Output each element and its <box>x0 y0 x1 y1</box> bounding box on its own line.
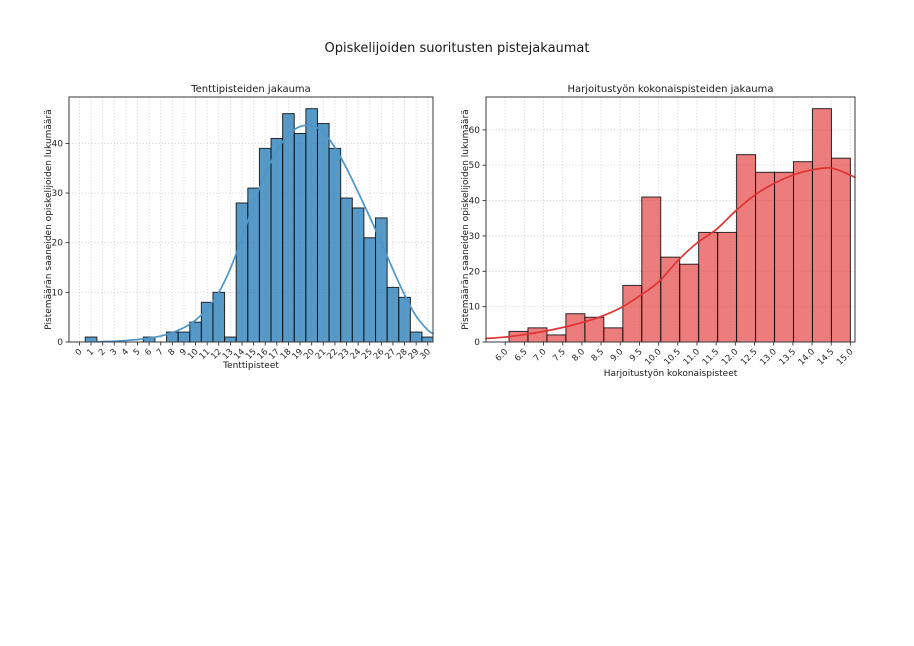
y-tick-label: 10 <box>469 303 481 313</box>
bars-layer <box>508 108 851 343</box>
y-tick-label: 20 <box>469 267 481 277</box>
right-x-axis-label: Harjoitustyön kokonaispisteet <box>603 369 738 379</box>
x-tick-label: 10.5 <box>662 347 682 367</box>
x-tick-label: 9.0 <box>609 347 626 364</box>
x-tick-label: 14.0 <box>797 347 817 367</box>
x-tick-label: 8 <box>167 347 178 358</box>
histogram-bar <box>247 187 260 343</box>
histogram-bar <box>565 313 586 343</box>
kde-curve <box>485 166 856 340</box>
x-tick-label: 12.5 <box>739 347 759 367</box>
y-tick-label: 30 <box>52 189 64 199</box>
histogram-bar <box>305 108 318 343</box>
y-tick-label: 60 <box>469 126 481 136</box>
y-tick-label: 0 <box>474 338 480 348</box>
x-tick-label: 8.0 <box>570 347 587 364</box>
x-tick-label: 12.0 <box>720 347 740 367</box>
histogram-bar <box>641 196 662 343</box>
histogram-bar <box>351 207 365 343</box>
x-tick-label: 14.5 <box>816 347 836 367</box>
histogram-bar <box>363 237 377 343</box>
histogram-bar <box>328 147 342 343</box>
x-tick-label: 7 <box>155 347 166 358</box>
x-tick-label: 0 <box>74 347 85 358</box>
histogram-bar <box>622 284 643 343</box>
x-tick-label: 6.5 <box>513 347 530 364</box>
x-tick-label: 1 <box>85 347 96 358</box>
x-tick-label: 6.0 <box>494 347 511 364</box>
bars-layer <box>84 108 434 343</box>
left-y-axis-label: Pistemäärän saaneiden opiskelijoiden luk… <box>44 109 54 330</box>
y-tick-label: 50 <box>469 161 481 171</box>
histogram-bar <box>546 334 567 343</box>
y-tick-label: 40 <box>52 139 64 149</box>
x-tick-label: 3 <box>109 347 120 358</box>
x-tick-label: 7.5 <box>551 347 568 364</box>
right-y-axis-label: Pistemäärän saaneiden opiskelijoiden luk… <box>461 109 471 330</box>
figure-title: Opiskelijoiden suoritusten pistejakaumat <box>324 41 590 56</box>
histogram-bar <box>793 161 813 343</box>
histogram-bar <box>282 113 295 343</box>
left-chart-title: Tenttipisteiden jakauma <box>191 84 311 95</box>
x-tick-label: 10.0 <box>643 347 663 367</box>
histogram-bar <box>224 336 237 343</box>
left-x-axis-label: Tenttipisteet <box>223 361 279 371</box>
histogram-bar <box>527 327 548 343</box>
tick-layer: 0 1 2 3 4 5 6 7 8 9101112131415161718192021222324… <box>52 139 433 361</box>
histogram-bar <box>386 286 400 343</box>
histogram-bar <box>84 336 98 343</box>
x-tick-label: 15.0 <box>835 347 855 367</box>
x-tick-label: 6 <box>143 347 154 358</box>
y-tick-label: 20 <box>52 239 64 249</box>
histogram-bar <box>774 171 795 343</box>
kde-curve <box>96 124 434 343</box>
x-tick-label: 7.0 <box>532 347 549 364</box>
x-tick-label: 9 <box>178 347 189 358</box>
subplot-1: 6.0 6.5 7.0 7.5 8.0 8.5 9.0 9.510.010.511.011.5… <box>469 96 856 368</box>
x-tick-label: 5 <box>132 347 143 358</box>
axes-spines <box>485 96 856 343</box>
histogram-bar <box>811 108 832 343</box>
y-tick-label: 40 <box>469 197 481 207</box>
x-tick-label: 4 <box>120 347 131 358</box>
histogram-bar <box>409 331 423 343</box>
y-tick-label: 30 <box>469 232 481 242</box>
x-tick-label: 11.0 <box>682 347 702 367</box>
histogram-bar <box>316 123 330 343</box>
histogram-bar <box>830 157 851 343</box>
right-chart-title: Harjoitustyön kokonaispisteiden jakauma <box>567 84 774 95</box>
x-tick-label: 13.5 <box>778 347 798 367</box>
x-tick-label: 2 <box>97 347 108 358</box>
histogram-bar <box>421 336 434 343</box>
histogram-bar <box>603 327 624 343</box>
y-tick-label: 0 <box>57 338 63 348</box>
histogram-bar <box>340 197 353 343</box>
y-tick-label: 10 <box>52 288 64 298</box>
axes-spines <box>68 96 434 343</box>
x-tick-label: 8.5 <box>590 347 607 364</box>
x-tick-label: 11.5 <box>701 347 721 367</box>
histogram-bar <box>375 217 388 343</box>
x-tick-label: 9.5 <box>628 347 645 364</box>
histogram-bar <box>189 321 202 343</box>
histogram-bar <box>736 154 757 343</box>
histogram-bar <box>717 231 738 343</box>
histogram-bar <box>293 132 307 343</box>
histogram-bar <box>679 263 700 343</box>
subplot-0: 0 1 2 3 4 5 6 7 8 9101112131415161718192021222324… <box>52 96 434 362</box>
histogram-bar <box>755 171 776 343</box>
histogram-bar <box>258 147 272 343</box>
histogram-bar <box>177 331 191 343</box>
histogram-bar <box>270 137 284 343</box>
histogram-bar <box>698 231 719 343</box>
x-tick-label: 30 <box>418 347 433 362</box>
x-tick-label: 13.0 <box>758 347 778 367</box>
